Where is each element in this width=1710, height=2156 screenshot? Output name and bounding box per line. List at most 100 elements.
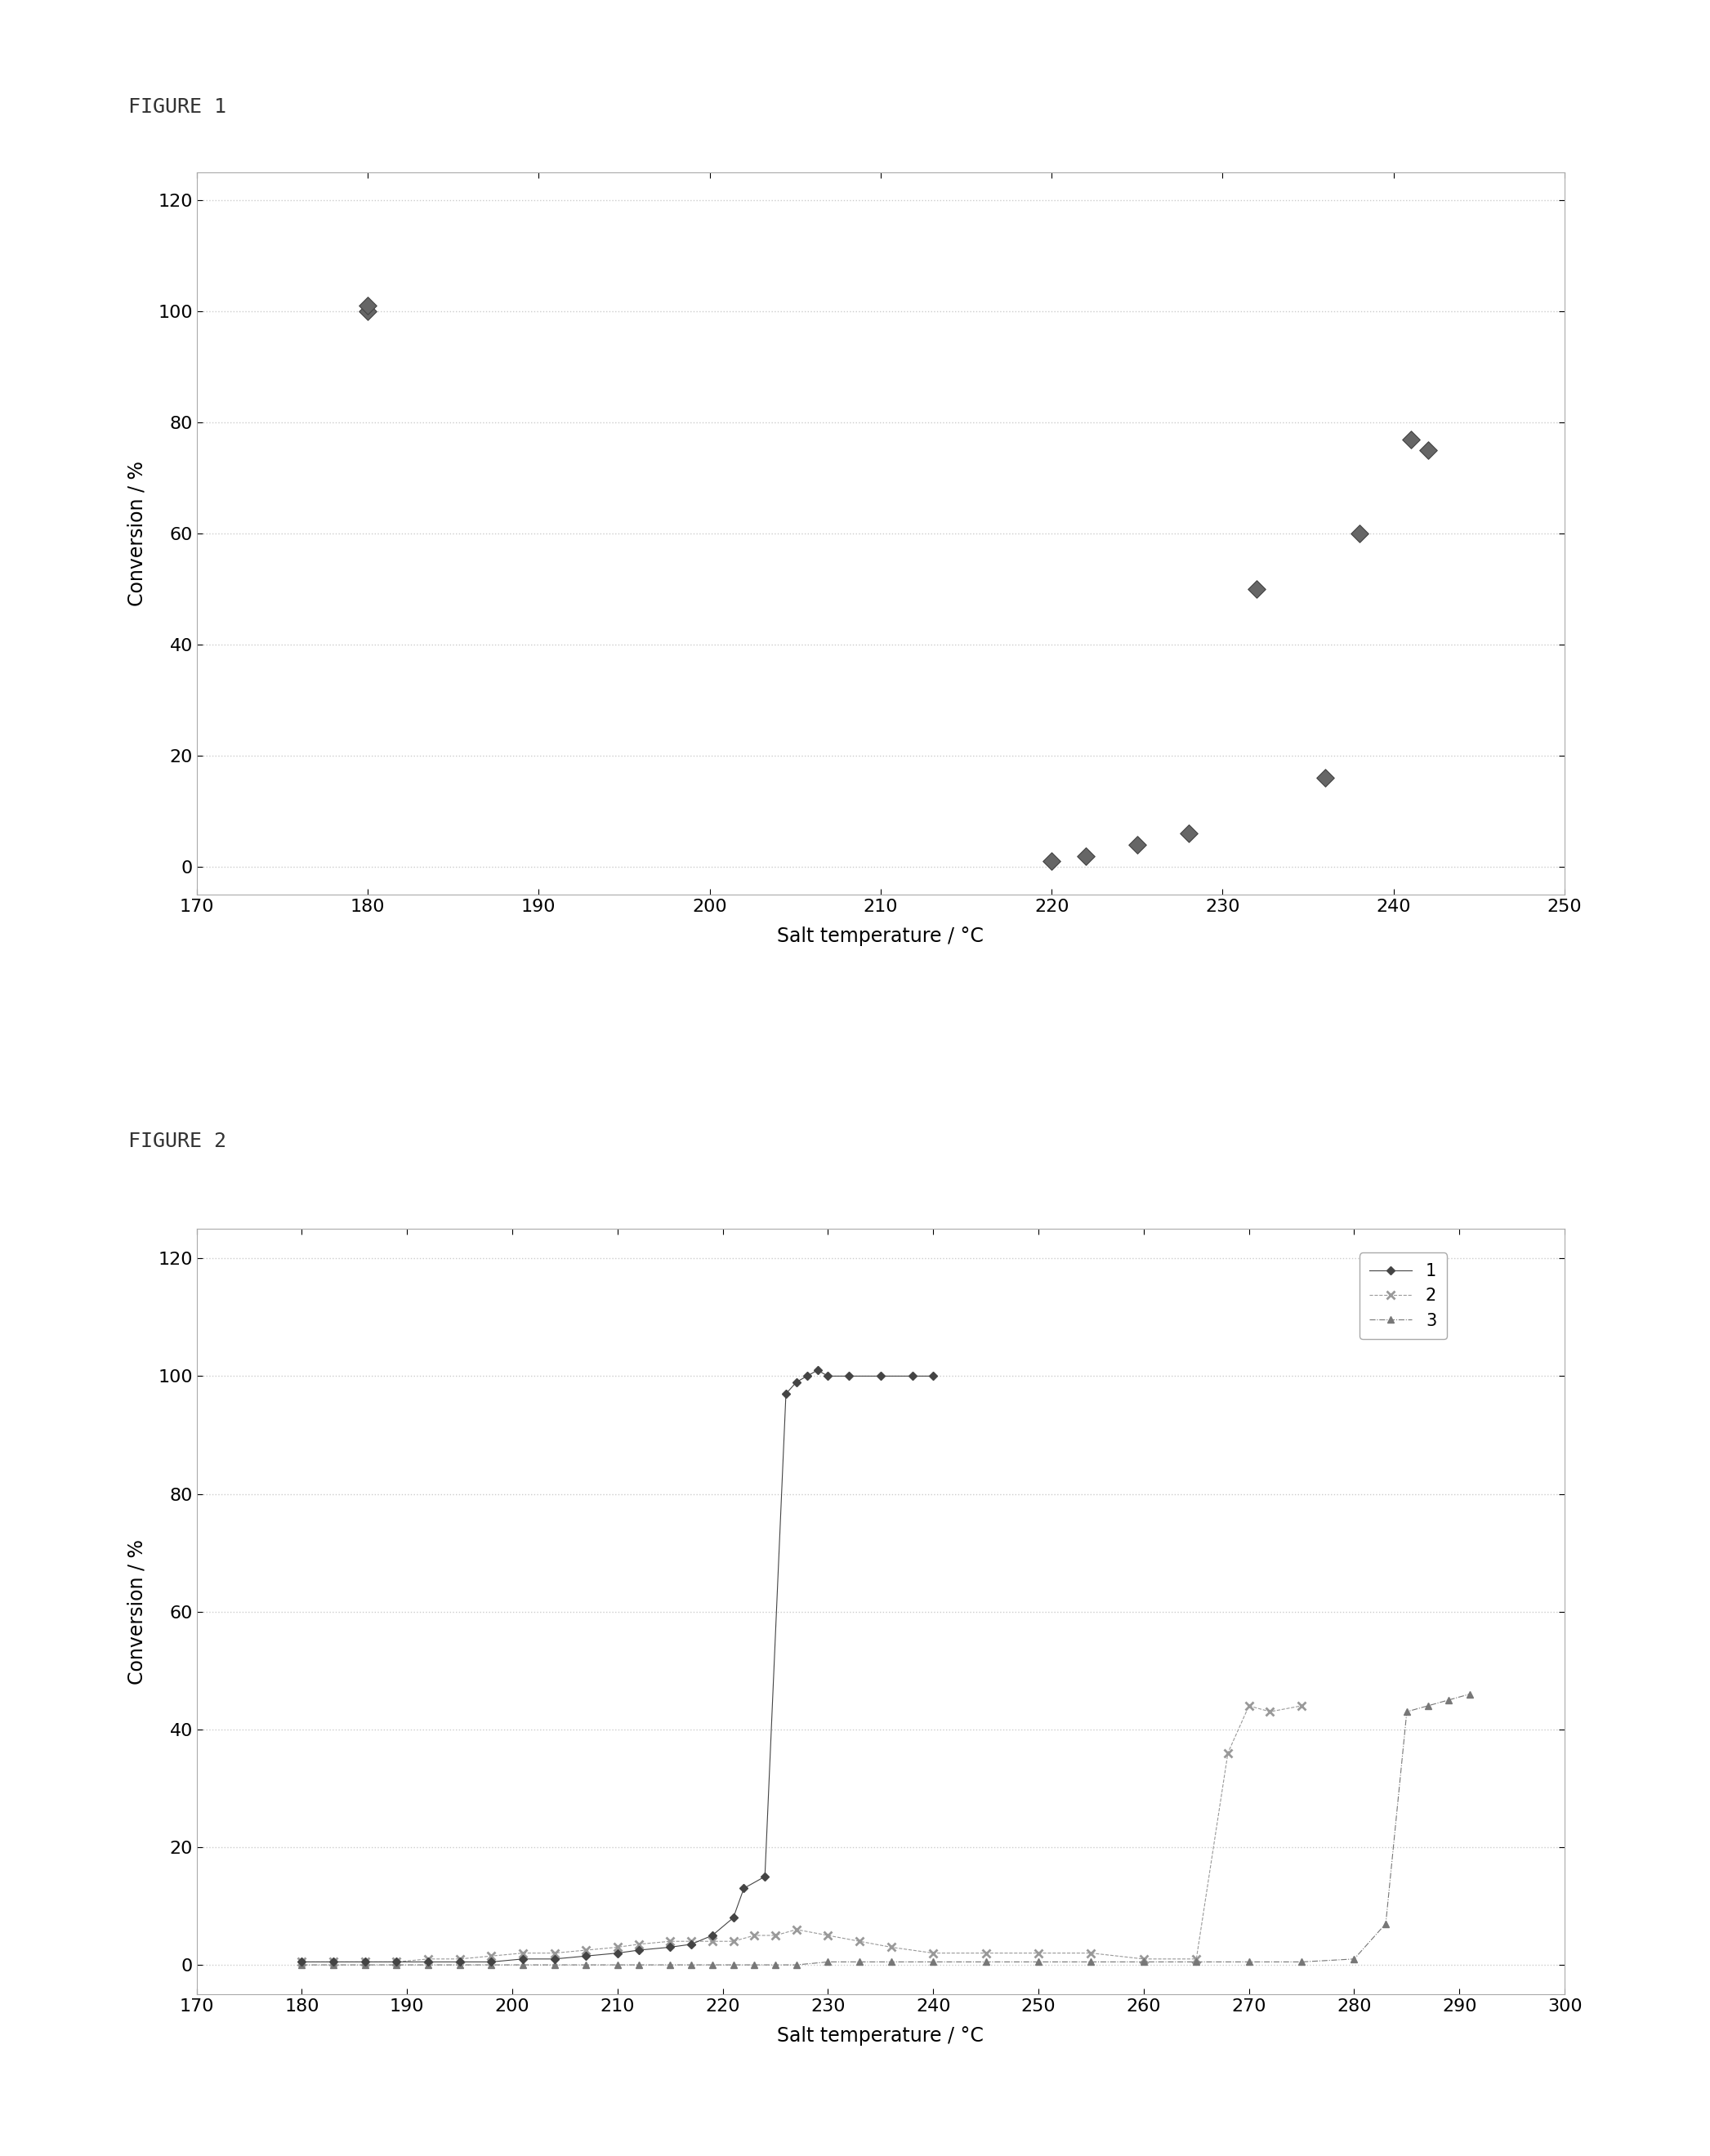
1 bbox=[417, 1949, 438, 1975]
1 bbox=[323, 1949, 344, 1975]
2 bbox=[513, 1940, 534, 1966]
2 bbox=[1028, 1940, 1048, 1966]
3 bbox=[976, 1949, 997, 1975]
Text: FIGURE 1: FIGURE 1 bbox=[128, 97, 226, 116]
Point bbox=[1175, 817, 1202, 852]
2 bbox=[744, 1923, 764, 1949]
3 bbox=[817, 1949, 838, 1975]
2 bbox=[628, 1932, 648, 1958]
Point bbox=[1397, 423, 1424, 457]
1 bbox=[628, 1938, 648, 1964]
3 bbox=[513, 1951, 534, 1977]
2 bbox=[681, 1927, 701, 1953]
1 bbox=[734, 1876, 754, 1902]
2 bbox=[417, 1947, 438, 1973]
Line: 2: 2 bbox=[298, 1701, 1305, 1966]
2 bbox=[1218, 1740, 1238, 1766]
Legend: 1, 2, 3: 1, 2, 3 bbox=[1359, 1253, 1447, 1339]
3 bbox=[417, 1951, 438, 1977]
Point bbox=[1038, 845, 1065, 880]
Point bbox=[1072, 839, 1100, 873]
2 bbox=[1291, 1692, 1312, 1718]
3 bbox=[292, 1951, 313, 1977]
Point bbox=[354, 293, 381, 328]
3 bbox=[576, 1951, 597, 1977]
Y-axis label: Conversion / %: Conversion / % bbox=[127, 1539, 147, 1684]
Point bbox=[1123, 828, 1151, 862]
3 bbox=[628, 1951, 648, 1977]
3 bbox=[1375, 1910, 1395, 1936]
1 bbox=[292, 1949, 313, 1975]
Line: 3: 3 bbox=[299, 1690, 1474, 1968]
2 bbox=[1187, 1947, 1207, 1973]
3 bbox=[1081, 1949, 1101, 1975]
2 bbox=[764, 1923, 785, 1949]
1 bbox=[776, 1380, 797, 1406]
3 bbox=[1187, 1949, 1207, 1975]
2 bbox=[976, 1940, 997, 1966]
1 bbox=[544, 1947, 564, 1973]
3 bbox=[386, 1951, 407, 1977]
1 bbox=[703, 1923, 723, 1949]
3 bbox=[881, 1949, 901, 1975]
3 bbox=[744, 1951, 764, 1977]
Point bbox=[1312, 761, 1339, 796]
2 bbox=[660, 1927, 681, 1953]
1 bbox=[754, 1863, 775, 1889]
1 bbox=[817, 1363, 838, 1388]
1 bbox=[840, 1363, 860, 1388]
2 bbox=[323, 1949, 344, 1975]
1 bbox=[513, 1947, 534, 1973]
2 bbox=[544, 1940, 564, 1966]
3 bbox=[850, 1949, 870, 1975]
3 bbox=[1028, 1949, 1048, 1975]
3 bbox=[607, 1951, 628, 1977]
1 bbox=[797, 1363, 817, 1388]
2 bbox=[787, 1917, 807, 1943]
3 bbox=[1291, 1949, 1312, 1975]
2 bbox=[354, 1949, 374, 1975]
3 bbox=[681, 1951, 701, 1977]
1 bbox=[723, 1906, 744, 1932]
2 bbox=[881, 1934, 901, 1960]
3 bbox=[703, 1951, 723, 1977]
3 bbox=[1438, 1686, 1459, 1712]
Point bbox=[354, 289, 381, 323]
3 bbox=[923, 1949, 944, 1975]
1 bbox=[870, 1363, 891, 1388]
2 bbox=[923, 1940, 944, 1966]
Point bbox=[1414, 433, 1442, 468]
2 bbox=[1260, 1699, 1281, 1725]
2 bbox=[1134, 1947, 1154, 1973]
3 bbox=[787, 1951, 807, 1977]
3 bbox=[1344, 1947, 1365, 1973]
Text: FIGURE 2: FIGURE 2 bbox=[128, 1132, 226, 1151]
2 bbox=[386, 1949, 407, 1975]
1 bbox=[923, 1363, 944, 1388]
1 bbox=[386, 1949, 407, 1975]
3 bbox=[1460, 1682, 1481, 1708]
3 bbox=[1397, 1699, 1418, 1725]
Point bbox=[1243, 571, 1271, 606]
3 bbox=[323, 1951, 344, 1977]
Y-axis label: Conversion / %: Conversion / % bbox=[127, 461, 147, 606]
2 bbox=[576, 1938, 597, 1964]
Line: 1: 1 bbox=[299, 1367, 935, 1964]
2 bbox=[817, 1923, 838, 1949]
3 bbox=[764, 1951, 785, 1977]
2 bbox=[450, 1947, 470, 1973]
3 bbox=[660, 1951, 681, 1977]
1 bbox=[681, 1932, 701, 1958]
1 bbox=[481, 1949, 501, 1975]
1 bbox=[607, 1940, 628, 1966]
2 bbox=[607, 1934, 628, 1960]
3 bbox=[481, 1951, 501, 1977]
3 bbox=[544, 1951, 564, 1977]
3 bbox=[1134, 1949, 1154, 1975]
3 bbox=[450, 1951, 470, 1977]
3 bbox=[1418, 1692, 1438, 1718]
X-axis label: Salt temperature / °C: Salt temperature / °C bbox=[778, 927, 983, 946]
1 bbox=[576, 1943, 597, 1968]
1 bbox=[901, 1363, 922, 1388]
2 bbox=[850, 1927, 870, 1953]
